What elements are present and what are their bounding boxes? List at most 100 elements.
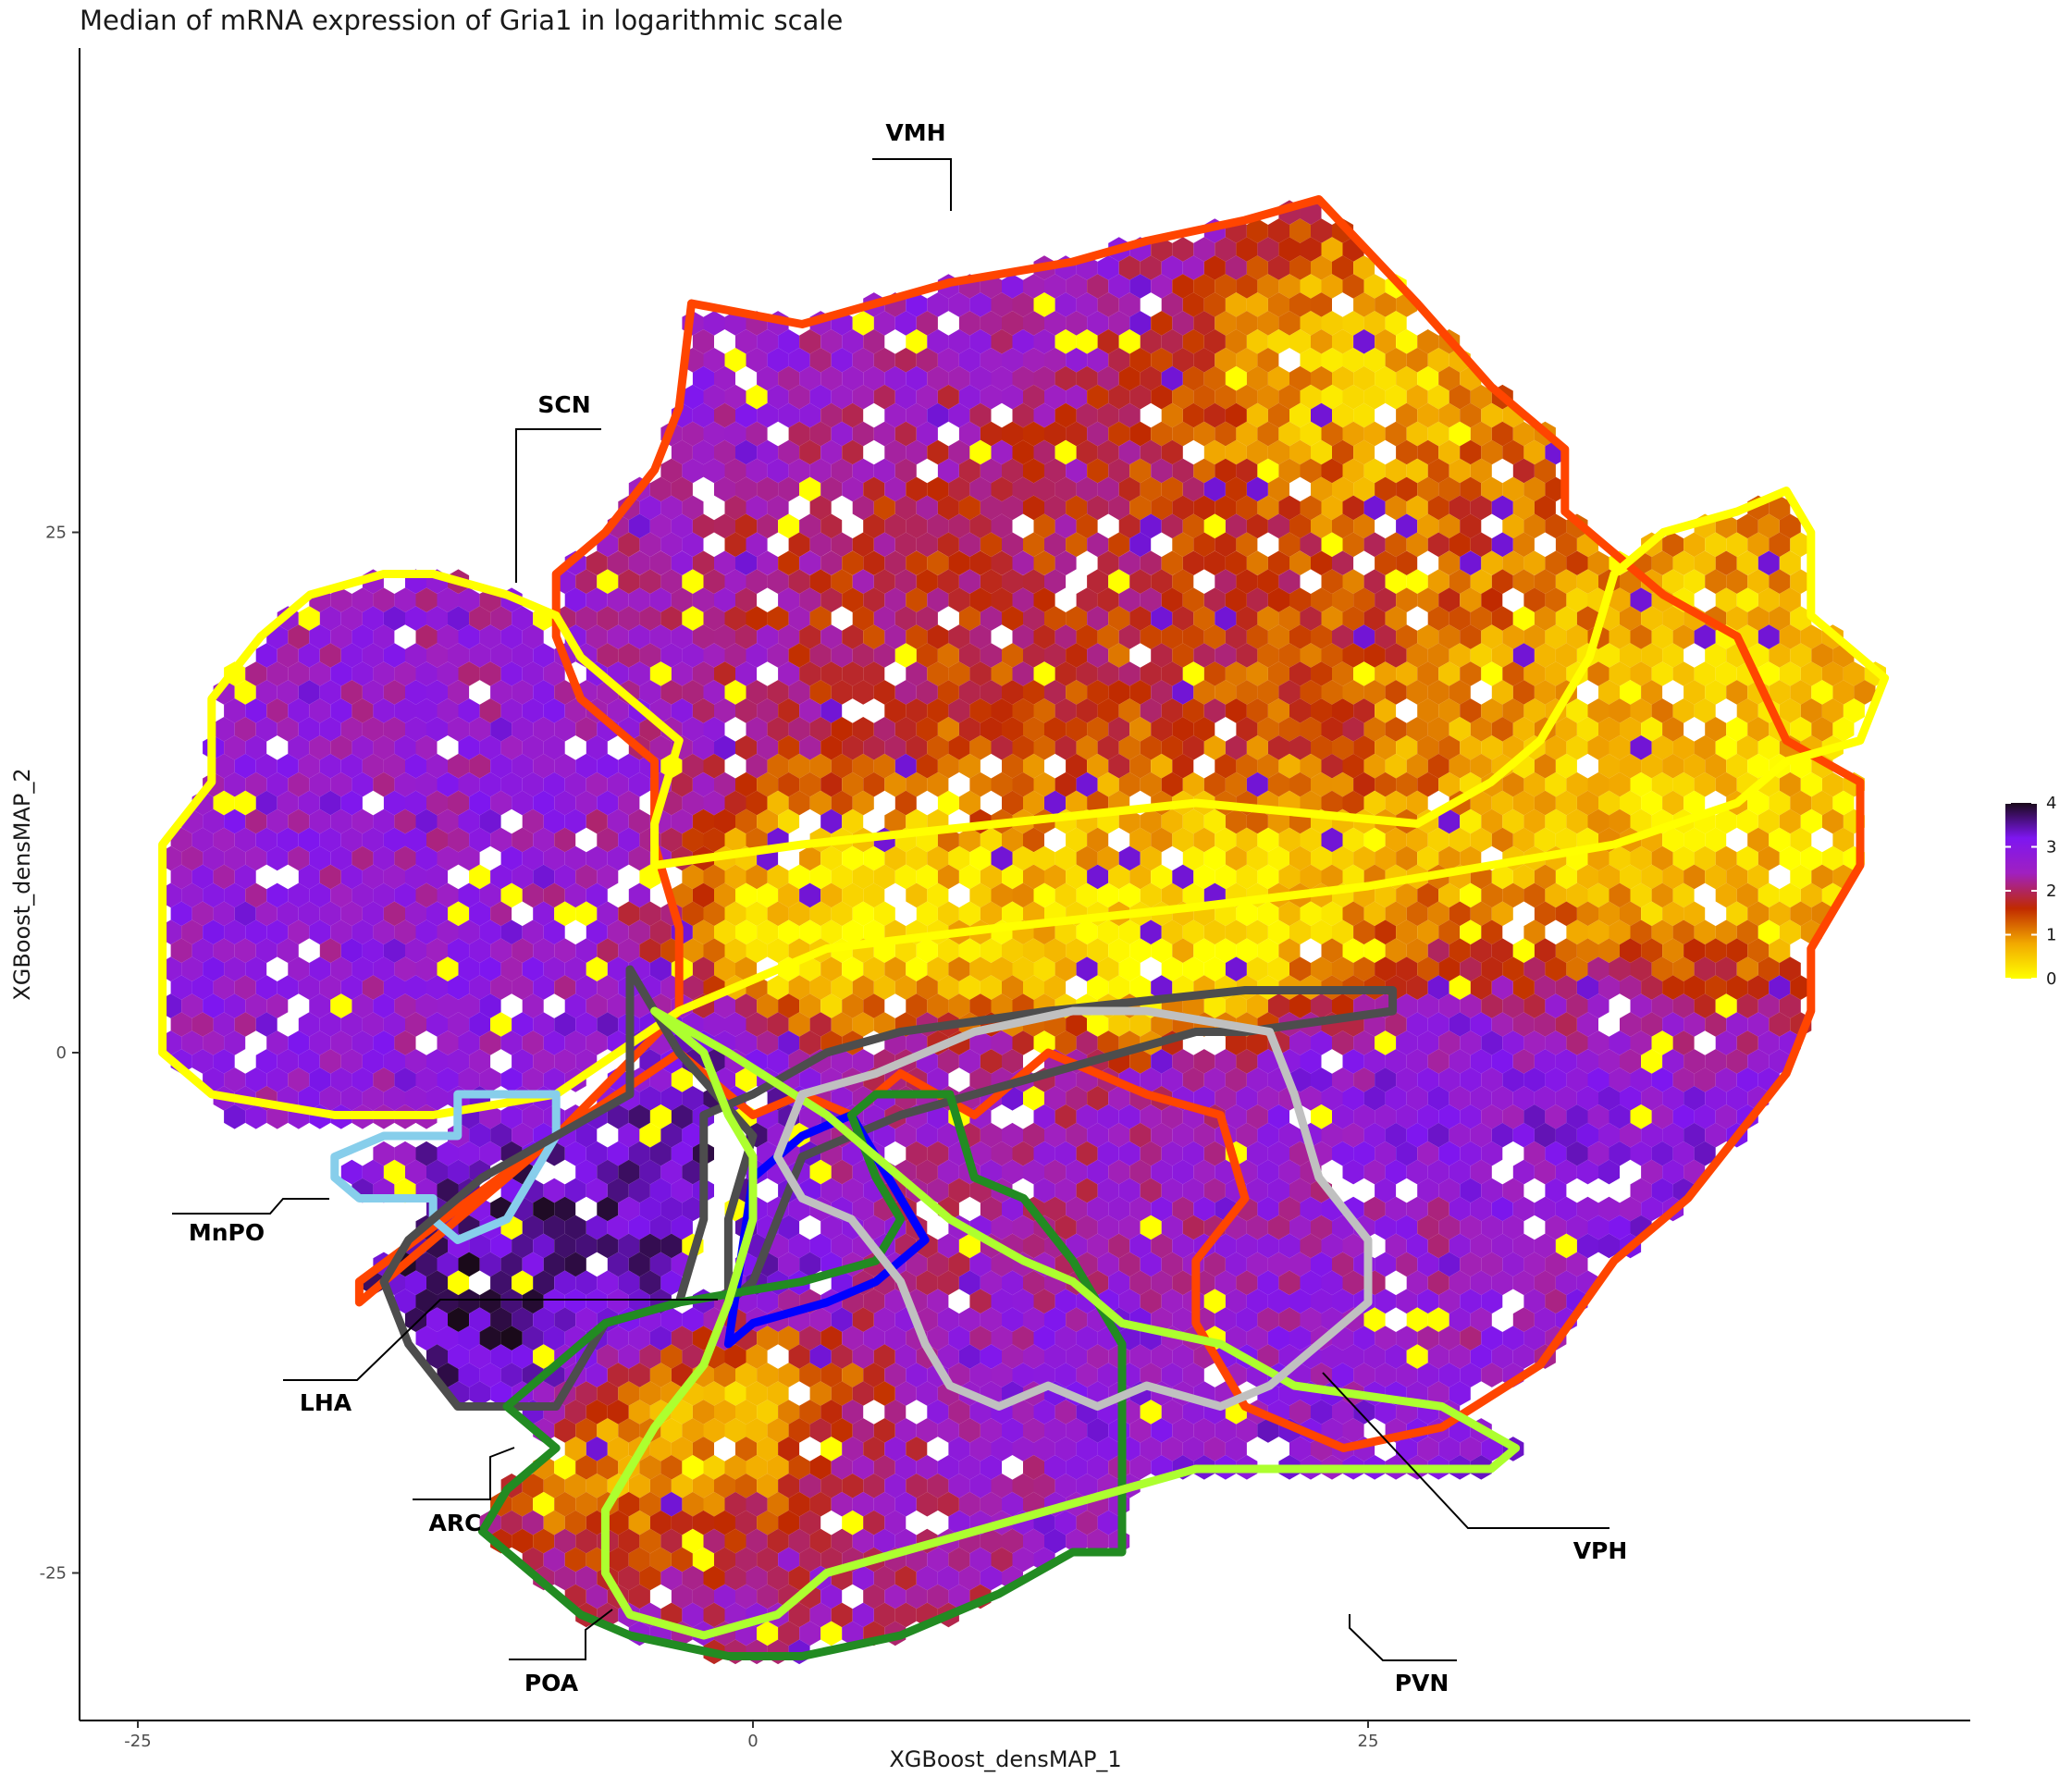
hex-bin bbox=[437, 1289, 459, 1314]
hex-bin bbox=[1023, 938, 1044, 963]
hex-bin bbox=[991, 661, 1013, 686]
hex-bin bbox=[512, 1049, 534, 1074]
hex-bin bbox=[991, 882, 1013, 908]
hex-bin bbox=[894, 532, 917, 558]
hex-bin bbox=[1587, 1030, 1610, 1055]
hex-bin bbox=[1118, 845, 1141, 871]
hex-bin bbox=[1002, 680, 1023, 705]
hex-bin bbox=[298, 680, 320, 705]
hex-bin bbox=[469, 606, 491, 631]
hex-bin bbox=[1512, 606, 1535, 631]
hex-bin bbox=[1278, 1122, 1301, 1148]
hex-bin bbox=[746, 1344, 768, 1369]
hex-bin bbox=[1161, 476, 1183, 502]
hex-bin bbox=[405, 1307, 426, 1332]
hex-bin bbox=[948, 624, 970, 649]
hex-bin bbox=[1449, 495, 1471, 521]
hex-bin bbox=[991, 1289, 1013, 1314]
hex-bin bbox=[767, 1012, 789, 1037]
hex-bin bbox=[714, 771, 735, 797]
hex-bin bbox=[597, 827, 619, 853]
hex-bin bbox=[1257, 606, 1279, 631]
hex-bin bbox=[1066, 1086, 1088, 1111]
hex-bin bbox=[1460, 1326, 1482, 1350]
hex-bin bbox=[437, 1178, 459, 1203]
hex-bin bbox=[1246, 735, 1268, 760]
hex-bin bbox=[873, 495, 895, 521]
hex-bin bbox=[490, 717, 512, 742]
hex-bin bbox=[724, 495, 746, 521]
hex-bin bbox=[1630, 661, 1652, 686]
hex-bin bbox=[277, 680, 299, 705]
hex-bin bbox=[682, 495, 704, 521]
hex-bin bbox=[1512, 421, 1535, 447]
hex-bin bbox=[831, 1307, 853, 1332]
hex-bin bbox=[916, 717, 938, 742]
hex-bin bbox=[1747, 975, 1770, 1000]
region-label-vmh: VMH bbox=[885, 119, 945, 146]
hex-bin bbox=[1215, 680, 1237, 705]
hex-bin bbox=[991, 1215, 1013, 1240]
hex-bin bbox=[1651, 882, 1673, 908]
hex-bin bbox=[1300, 532, 1322, 558]
hex-bin bbox=[1203, 735, 1226, 760]
hex-bin bbox=[671, 513, 693, 539]
hex-bin bbox=[884, 624, 906, 649]
hex-bin bbox=[394, 1141, 416, 1166]
hex-bin bbox=[703, 680, 725, 705]
hex-bin bbox=[937, 1565, 959, 1591]
hex-bin bbox=[1779, 956, 1801, 981]
hex-bin bbox=[1481, 439, 1503, 465]
hex-bin bbox=[1470, 495, 1492, 521]
hex-bin bbox=[927, 771, 949, 797]
hex-bin bbox=[288, 698, 310, 723]
hex-bin bbox=[1417, 882, 1439, 908]
hex-bin bbox=[1726, 938, 1748, 963]
hex-bin bbox=[1694, 845, 1716, 871]
hex-bin bbox=[1278, 458, 1301, 484]
hex-bin bbox=[916, 532, 938, 558]
hex-bin bbox=[1140, 1104, 1162, 1129]
hex-bin bbox=[533, 680, 555, 705]
hex-bin bbox=[1576, 790, 1598, 816]
hex-bin bbox=[1396, 1104, 1418, 1129]
hex-bin bbox=[1172, 348, 1194, 373]
hex-bin bbox=[724, 311, 746, 336]
hex-bin bbox=[1396, 771, 1418, 797]
hex-bin bbox=[1491, 717, 1513, 742]
hex-bin bbox=[820, 808, 843, 834]
hex-bin bbox=[191, 938, 214, 963]
hex-bin bbox=[1225, 993, 1247, 1018]
hex-bin bbox=[607, 1547, 629, 1572]
hex-bin bbox=[852, 1012, 874, 1037]
hex-bin bbox=[1246, 1030, 1268, 1055]
hex-bin bbox=[991, 845, 1013, 871]
hex-bin bbox=[778, 993, 800, 1018]
hex-bin bbox=[1534, 458, 1556, 484]
hex-bin bbox=[948, 292, 970, 317]
hex-bin bbox=[628, 845, 650, 871]
hex-bin bbox=[448, 1270, 470, 1296]
hex-bin bbox=[937, 901, 959, 927]
hex-bin bbox=[1747, 717, 1770, 742]
hex-bin bbox=[1002, 274, 1023, 299]
hex-bin bbox=[799, 1400, 821, 1424]
hex-bin bbox=[746, 753, 768, 779]
hex-bin bbox=[671, 1400, 693, 1424]
hex-bin bbox=[373, 661, 395, 686]
hex-bin bbox=[1790, 975, 1812, 1000]
hex-bin bbox=[224, 882, 246, 908]
hex-bin bbox=[1438, 845, 1461, 871]
hex-bin bbox=[1396, 513, 1418, 539]
hex-bin bbox=[1076, 624, 1098, 649]
hex-bin bbox=[1267, 698, 1289, 723]
hex-bin bbox=[927, 1067, 949, 1092]
hex-bin bbox=[543, 1474, 565, 1498]
hex-bin bbox=[1715, 550, 1737, 575]
hex-bin bbox=[1151, 1196, 1173, 1222]
hex-bin bbox=[1790, 532, 1812, 558]
hex-bin bbox=[1790, 901, 1812, 927]
hex-bin bbox=[607, 1104, 629, 1129]
hex-bin bbox=[1097, 1141, 1119, 1166]
